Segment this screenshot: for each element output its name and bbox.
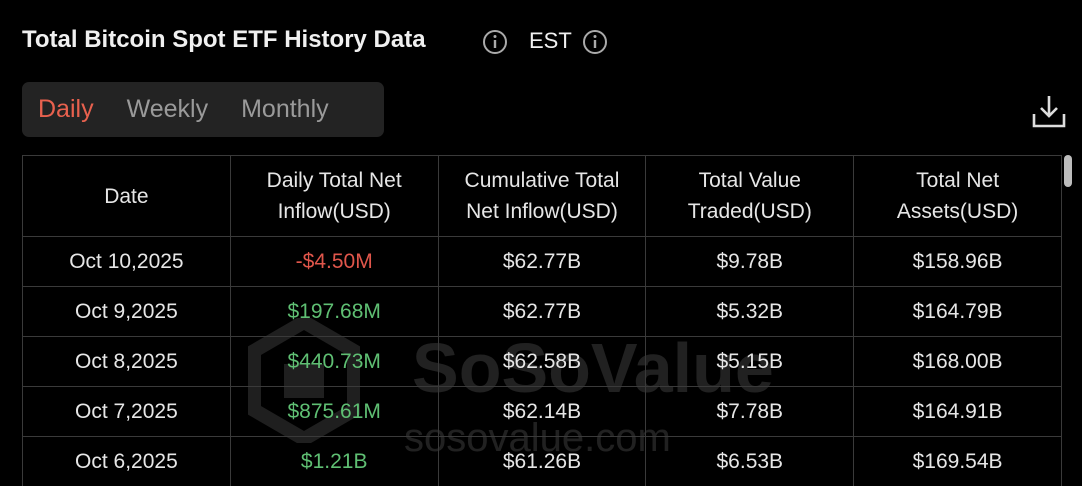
table-cell: Oct 7,2025 xyxy=(22,386,231,437)
history-table: Date Daily Total Net Inflow(USD) Cumulativ… xyxy=(22,155,1062,486)
table-cell: $62.77B xyxy=(437,236,647,287)
table-cell: $9.78B xyxy=(645,236,855,287)
page-title: Total Bitcoin Spot ETF History Data xyxy=(22,26,426,53)
table-cell: -$4.50M xyxy=(229,236,439,287)
header-row: Date Daily Total Net Inflow(USD) Cumulativ… xyxy=(22,155,1062,237)
column-header: Cumulative Total Net Inflow(USD) xyxy=(437,155,647,237)
table-row: Oct 10,2025 -$4.50M $62.77B $9.78B $158.96B xyxy=(22,236,1062,287)
column-header: Total Net Assets(USD) xyxy=(853,155,1062,237)
column-header-text: Cumulative Total Net Inflow(USD) xyxy=(464,169,620,223)
tab[interactable]: Daily xyxy=(38,95,94,123)
table-cell: $5.32B xyxy=(645,286,855,337)
column-header-text: Daily Total Net Inflow(USD) xyxy=(266,169,402,223)
table-cell: $62.14B xyxy=(437,386,647,437)
table-row: Oct 9,2025 $197.68M $62.77B $5.32B $164.79B xyxy=(22,286,1062,337)
table-cell: $158.96B xyxy=(853,236,1062,287)
column-header: Date xyxy=(22,155,231,237)
table-cell: Oct 6,2025 xyxy=(22,436,231,486)
table-row: Oct 6,2025 $1.21B $61.26B $6.53B $169.54B xyxy=(22,436,1062,486)
table-cell: $62.58B xyxy=(437,336,647,387)
table-cell: $6.53B xyxy=(645,436,855,486)
table-cell: $440.73M xyxy=(229,336,439,387)
table-cell: $61.26B xyxy=(437,436,647,486)
column-header-text: Total Net Assets(USD) xyxy=(896,169,1019,223)
table-cell: $168.00B xyxy=(853,336,1062,387)
table-container: Date Daily Total Net Inflow(USD) Cumulativ… xyxy=(22,155,1062,486)
column-header: Daily Total Net Inflow(USD) xyxy=(229,155,439,237)
table-cell: $5.15B xyxy=(645,336,855,387)
info-icon[interactable] xyxy=(482,29,508,55)
tab-bar: Daily Weekly Monthly xyxy=(22,82,384,137)
tab[interactable]: Weekly xyxy=(126,95,209,123)
column-header-text: Date xyxy=(104,184,149,208)
table-row: Oct 8,2025 $440.73M $62.58B $5.15B $168.00B xyxy=(22,336,1062,387)
table-cell: $1.21B xyxy=(229,436,439,486)
table-cell: $197.68M xyxy=(229,286,439,337)
column-header-text: Total Value Traded(USD) xyxy=(687,169,812,223)
timezone: EST xyxy=(529,28,572,53)
table-row: Oct 7,2025 $875.61M $62.14B $7.78B $164.91B xyxy=(22,386,1062,437)
table-cell: $62.77B xyxy=(437,286,647,337)
scrollbar[interactable] xyxy=(1064,155,1072,187)
column-header: Total Value Traded(USD) xyxy=(645,155,855,237)
download-button[interactable] xyxy=(1030,92,1068,130)
table-cell: $875.61M xyxy=(229,386,439,437)
info-icon[interactable] xyxy=(582,29,608,55)
table-cell: $164.79B xyxy=(853,286,1062,337)
table-cell: $7.78B xyxy=(645,386,855,437)
table-cell: Oct 10,2025 xyxy=(22,236,231,287)
table-cell: Oct 9,2025 xyxy=(22,286,231,337)
tab[interactable]: Monthly xyxy=(241,95,329,123)
table-cell: $164.91B xyxy=(853,386,1062,437)
table-cell: $169.54B xyxy=(853,436,1062,486)
table-cell: Oct 8,2025 xyxy=(22,336,231,387)
